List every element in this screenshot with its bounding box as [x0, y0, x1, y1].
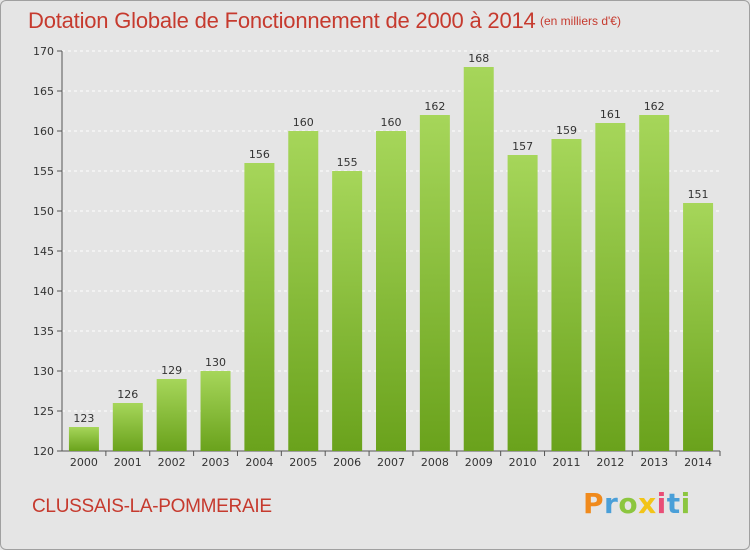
x-tick-label-2001: 2001	[114, 456, 142, 469]
chart-subtitle: (en milliers d'€)	[540, 14, 621, 28]
value-label-2001: 126	[117, 388, 138, 401]
y-tick-label: 135	[33, 325, 54, 338]
value-label-2007: 160	[381, 116, 402, 129]
bar-2012	[595, 123, 626, 451]
y-tick-label: 150	[33, 205, 54, 218]
bar-2009	[463, 67, 494, 451]
bar-2003	[200, 371, 231, 451]
bar-2014	[683, 203, 714, 451]
value-label-2014: 151	[688, 188, 709, 201]
bar-2008	[419, 115, 450, 451]
value-label-2008: 162	[424, 100, 445, 113]
value-label-2011: 159	[556, 124, 577, 137]
value-label-2013: 162	[644, 100, 665, 113]
proxiti-logo: Proxiti	[583, 487, 691, 520]
x-tick-label-2009: 2009	[465, 456, 493, 469]
commune-name: CLUSSAIS-LA-POMMERAIE	[32, 496, 272, 517]
bar-2005	[288, 131, 319, 451]
x-tick-label-2003: 2003	[202, 456, 230, 469]
value-label-2006: 155	[337, 156, 358, 169]
x-tick-label-2013: 2013	[640, 456, 668, 469]
y-tick-label: 170	[33, 45, 54, 58]
value-label-2009: 168	[468, 52, 489, 65]
bar-2001	[112, 403, 143, 451]
bar-2006	[332, 171, 363, 451]
value-label-2000: 123	[73, 412, 94, 425]
y-tick-label: 130	[33, 365, 54, 378]
value-label-2002: 129	[161, 364, 182, 377]
bar-2010	[507, 155, 538, 451]
bars	[68, 67, 714, 451]
bar-2000	[68, 427, 99, 451]
x-tick-label-2007: 2007	[377, 456, 405, 469]
x-tick-label-2005: 2005	[289, 456, 317, 469]
value-label-2010: 157	[512, 140, 533, 153]
y-tick-label: 140	[33, 285, 54, 298]
x-tick-label-2014: 2014	[684, 456, 712, 469]
y-tick-label: 125	[33, 405, 54, 418]
value-label-2005: 160	[293, 116, 314, 129]
bar-2004	[244, 163, 275, 451]
y-tick-label: 120	[33, 445, 54, 458]
x-tick-label-2011: 2011	[552, 456, 580, 469]
bar-2011	[551, 139, 582, 451]
value-label-2012: 161	[600, 108, 621, 121]
labels: 120 125 130 135 140 145 150 155 160 165 170 123 2000…	[33, 45, 712, 469]
x-tick-label-2006: 2006	[333, 456, 361, 469]
value-label-2004: 156	[249, 148, 270, 161]
x-tick-label-2002: 2002	[158, 456, 186, 469]
x-tick-label-2012: 2012	[596, 456, 624, 469]
chart-title: Dotation Globale de Fonctionnement de 20…	[28, 8, 536, 33]
y-tick-label: 155	[33, 165, 54, 178]
bar-2007	[376, 131, 406, 451]
y-tick-label: 160	[33, 125, 54, 138]
x-tick-label-2004: 2004	[245, 456, 273, 469]
bar-2013	[639, 115, 670, 451]
bar-2002	[156, 379, 187, 451]
x-tick-label-2000: 2000	[70, 456, 98, 469]
x-tick-label-2008: 2008	[421, 456, 449, 469]
y-tick-label: 165	[33, 85, 54, 98]
x-tick-label-2010: 2010	[509, 456, 537, 469]
value-label-2003: 130	[205, 356, 226, 369]
y-tick-label: 145	[33, 245, 54, 258]
